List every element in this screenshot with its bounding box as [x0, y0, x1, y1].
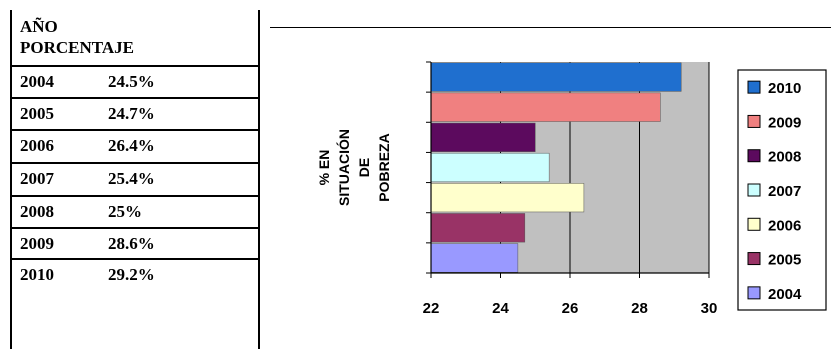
row-value: 28.6% [108, 234, 155, 253]
table-divider [10, 162, 260, 164]
legend-swatch-2010 [747, 80, 761, 94]
table-divider [10, 195, 260, 197]
legend-label-2010: 2010 [768, 80, 801, 97]
bar-2009 [430, 92, 661, 122]
x-tick-label: 26 [562, 300, 579, 317]
table-divider [10, 129, 260, 131]
chart-top-rule [270, 27, 831, 28]
bar-2005 [430, 213, 526, 243]
x-tick-label: 28 [631, 300, 648, 317]
row-year: 2005 [20, 104, 54, 123]
legend-label-2007: 2007 [768, 183, 801, 200]
x-tick-label: 22 [423, 300, 440, 317]
table-row: 2004 24.5% [20, 67, 250, 97]
legend-label-2006: 2006 [768, 217, 801, 234]
row-value: 26.4% [108, 136, 155, 155]
y-axis-title-line: DE [356, 158, 372, 177]
row-value: 29.2% [108, 265, 155, 284]
bar-2006 [430, 183, 585, 213]
table-row: 2007 25.4% [20, 164, 250, 194]
bar-2007 [430, 152, 550, 183]
legend-swatch-2007 [747, 183, 761, 197]
header-year: AÑO [20, 17, 58, 36]
table-divider [10, 258, 260, 260]
legend-swatch-2008 [747, 149, 761, 163]
row-value: 25% [108, 202, 142, 221]
table-row: 2006 26.4% [20, 131, 250, 161]
y-axis-title-line: POBREZA [376, 133, 392, 201]
table-row: 2009 28.6% [20, 229, 250, 259]
x-tick-label: 30 [701, 300, 718, 317]
bar-2010 [430, 62, 682, 92]
legend-swatch-2006 [747, 217, 761, 231]
table-divider [10, 227, 260, 229]
legend-label-2005: 2005 [768, 252, 801, 269]
table-row: 2010 29.2% [20, 260, 250, 290]
data-table: AÑO PORCENTAJE 2004 24.5% 2005 24.7% 200… [10, 10, 260, 349]
table-divider [10, 65, 260, 67]
y-axis-title-line: SITUACIÓN [335, 129, 352, 206]
row-year: 2006 [20, 136, 54, 155]
legend-label-2004: 2004 [768, 286, 802, 303]
row-year: 2009 [20, 234, 54, 253]
row-value: 24.7% [108, 104, 155, 123]
y-axis-title-line: % EN [316, 150, 332, 186]
poverty-bar-chart: 22 24 26 28 30 % EN SITUACIÓN DE POBREZA 2010 2009… [316, 61, 827, 317]
table-row: 2005 24.7% [20, 99, 250, 129]
legend-swatch-2005 [747, 252, 761, 266]
row-year: 2007 [20, 169, 54, 188]
legend-swatch-2004 [747, 286, 761, 300]
bar-2008 [430, 122, 536, 152]
row-year: 2010 [20, 265, 54, 284]
legend-label-2009: 2009 [768, 114, 801, 131]
header-percent: PORCENTAJE [20, 38, 134, 57]
legend-swatch-2009 [747, 114, 761, 128]
table-border-left [10, 10, 12, 349]
row-year: 2004 [20, 72, 54, 91]
row-year: 2008 [20, 202, 54, 221]
table-header: AÑO PORCENTAJE [20, 16, 134, 58]
table-row: 2008 25% [20, 197, 250, 227]
x-tick-label: 24 [492, 300, 509, 317]
row-value: 24.5% [108, 72, 155, 91]
table-border-right [258, 10, 260, 349]
table-divider [10, 97, 260, 99]
row-value: 25.4% [108, 169, 155, 188]
legend-label-2008: 2008 [768, 149, 801, 166]
bar-2004 [430, 243, 519, 273]
